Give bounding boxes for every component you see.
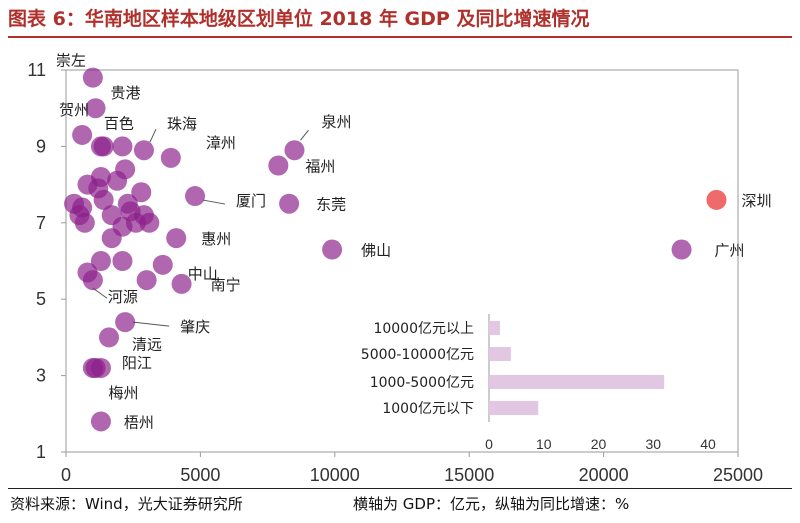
footer-rule [8, 488, 792, 489]
plot-frame [65, 69, 739, 453]
scatter-point [93, 189, 114, 210]
point-label: 泉州 [321, 113, 351, 131]
scatter-point [322, 239, 343, 260]
scatter-point [82, 270, 103, 291]
leader-line [149, 129, 157, 143]
point-label: 阳江 [122, 354, 152, 372]
y-axis-ticks: 1 3 5 7 9 11 [27, 60, 66, 462]
y-tick-label: 5 [36, 289, 46, 309]
inset-bar [489, 321, 500, 335]
scatter-point [131, 182, 152, 203]
inset-tick-label: 10 [536, 436, 552, 452]
point-label: 贵港 [111, 84, 141, 102]
scatter-points [64, 67, 727, 432]
point-label: 惠州 [201, 230, 231, 248]
y-tick-label: 11 [27, 60, 46, 80]
chart-svg: 0 5000 10000 15000 20000 25000 1 3 5 7 9 11 10000亿… [27, 52, 772, 485]
y-tick-label: 3 [36, 366, 46, 386]
scatter-point [82, 67, 103, 88]
scatter-point [90, 136, 111, 157]
scatter-point [99, 327, 120, 348]
inset-category-label: 5000-10000亿元 [361, 347, 474, 363]
x-tick-label: 25000 [713, 465, 763, 485]
point-label: 福州 [305, 158, 335, 176]
source-note: 资料来源：Wind，光大证券研究所 [10, 495, 243, 513]
scatter-point [112, 136, 133, 157]
point-label: 百色 [104, 114, 134, 132]
scatter-point [107, 170, 128, 191]
inset-tick-label: 0 [485, 436, 493, 452]
scatter-point [112, 251, 133, 271]
inset-bar [489, 375, 665, 389]
y-tick-label: 1 [36, 442, 46, 462]
scatter-point [185, 186, 206, 207]
leader-line [133, 321, 170, 327]
point-label: 梅州 [109, 384, 139, 402]
point-label: 河源 [108, 288, 138, 306]
point-label: 厦门 [236, 192, 266, 210]
inset-bar [489, 401, 539, 415]
point-label: 贺州 [59, 101, 89, 119]
point-label: 珠海 [167, 115, 197, 133]
point-label: 漳州 [206, 134, 236, 152]
scatter-point [85, 357, 106, 378]
scatter-point [85, 98, 106, 119]
inset-tick-label: 40 [700, 436, 716, 452]
x-tick-label: 5000 [180, 465, 220, 485]
scatter-point [268, 155, 289, 176]
point-label: 梧州 [124, 413, 154, 431]
scatter-point [133, 140, 154, 161]
point-label: 中山 [188, 265, 218, 283]
scatter-point [160, 147, 181, 168]
inset-category-label: 10000亿元以上 [373, 321, 474, 337]
scatter-point [101, 228, 122, 249]
x-tick-label: 10000 [310, 465, 360, 485]
scatter-point [115, 312, 136, 333]
scatter-point [671, 239, 692, 260]
point-label: 清远 [132, 335, 162, 353]
inset-tick-label: 20 [591, 436, 607, 452]
point-label: 肇庆 [180, 318, 210, 336]
scatter-point [90, 411, 111, 432]
scatter-point [166, 228, 187, 249]
title-rule [8, 36, 792, 38]
inset-tick-label: 30 [645, 436, 661, 452]
x-tick-label: 20000 [579, 465, 629, 485]
scatter-point [72, 124, 93, 145]
point-label: 南宁 [211, 276, 241, 294]
leader-line [300, 129, 309, 141]
inset-category-label: 1000-5000亿元 [370, 375, 474, 391]
scatter-point [284, 140, 305, 161]
point-label: 广州 [715, 242, 745, 260]
plot-border [65, 69, 739, 453]
axis-units-note: 横轴为 GDP：亿元，纵轴为同比增速：% [353, 495, 630, 513]
leader-line [202, 199, 226, 205]
inset-bar [489, 347, 511, 361]
scatter-point [152, 254, 173, 275]
point-label: 东莞 [316, 196, 346, 214]
scatter-point [136, 270, 157, 291]
scatter-point-highlight [706, 189, 727, 210]
x-tick-label: 0 [61, 465, 71, 485]
x-axis-ticks: 0 5000 10000 15000 20000 25000 [61, 452, 763, 485]
y-tick-label: 7 [36, 213, 46, 233]
point-label: 佛山 [361, 242, 391, 260]
scatter-point [279, 193, 300, 214]
x-tick-label: 15000 [444, 465, 494, 485]
inset-category-label: 1000亿元以下 [382, 401, 474, 417]
y-tick-label: 9 [36, 136, 46, 156]
scatter-point [74, 212, 95, 233]
chart-title: 图表 6：华南地区样本地级区划单位 2018 年 GDP 及同比增速情况 [8, 8, 590, 30]
point-label: 深圳 [741, 192, 771, 210]
point-label: 崇左 [56, 52, 86, 70]
scatter-point [90, 251, 111, 271]
inset-bar-chart: 10000亿元以上 5000-10000亿元 1000-5000亿元 1000亿元以下… [361, 314, 716, 452]
scatter-point [171, 273, 192, 294]
